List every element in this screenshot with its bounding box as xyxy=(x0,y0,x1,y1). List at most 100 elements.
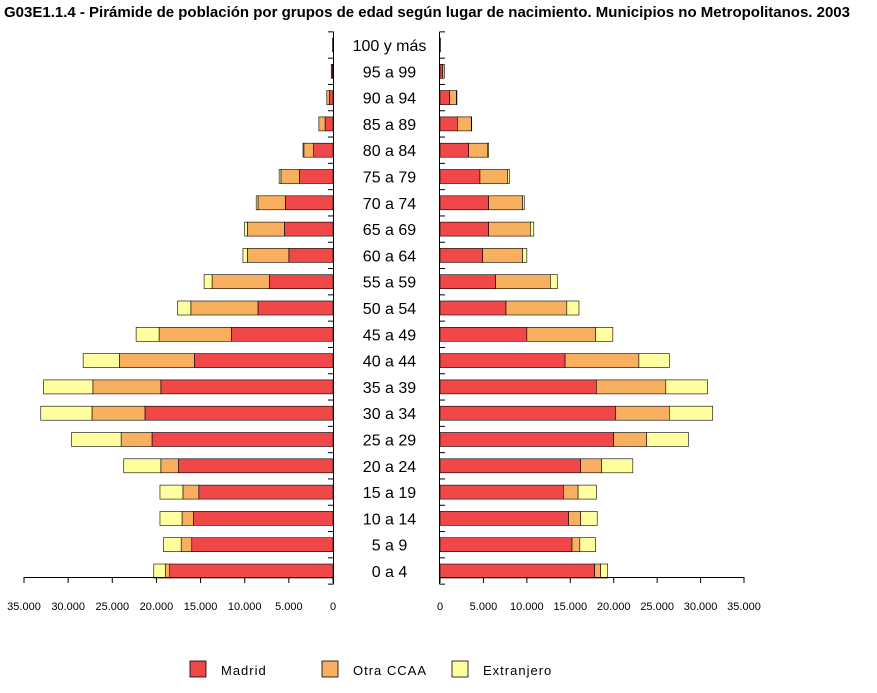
bar-right-otra-ccaa-85-a-89 xyxy=(457,116,472,132)
bar-right-madrid-15-a-19 xyxy=(439,484,564,500)
bar-right-otra-ccaa-30-a-34 xyxy=(615,405,670,421)
bar-left-extranjero-40-a-44 xyxy=(82,353,120,368)
bar-right-otra-ccaa-90-a-94 xyxy=(449,90,457,105)
bar-left-otra-ccaa-75-a-79 xyxy=(280,169,300,184)
bar-right-madrid-55-a-59 xyxy=(439,274,496,290)
left-x-tick-label: 25.000 xyxy=(95,601,129,613)
bar-right-extranjero-0-a-4 xyxy=(600,563,608,579)
bar-right-extranjero-60-a-64 xyxy=(522,248,528,263)
bar-left-extranjero-65-a-69 xyxy=(244,221,248,237)
bar-right-otra-ccaa-75-a-79 xyxy=(479,169,509,184)
bar-left-extranjero-45-a-49 xyxy=(135,326,160,342)
right-x-tick-label: 20.000 xyxy=(597,601,631,613)
bar-right-extranjero-55-a-59 xyxy=(550,274,558,290)
bar-right-extranjero-40-a-44 xyxy=(638,353,670,368)
bar-right-madrid-65-a-69 xyxy=(439,221,489,237)
bar-right-madrid-35-a-39 xyxy=(439,379,597,395)
bar-right-otra-ccaa-65-a-69 xyxy=(488,221,531,237)
bar-right-otra-ccaa-55-a-59 xyxy=(495,274,551,290)
bar-left-otra-ccaa-60-a-64 xyxy=(247,248,290,263)
bar-right-madrid-40-a-44 xyxy=(439,353,566,368)
left-x-tick-label: 15.000 xyxy=(184,601,218,613)
age-group-label: 10 a 14 xyxy=(363,511,416,528)
legend: Madrid Otra CCAA Extranjero xyxy=(189,660,551,678)
left-x-tick-label: 20.000 xyxy=(140,601,174,613)
bar-right-madrid-95-a-99 xyxy=(439,64,443,79)
legend-label-otra-ccaa: Otra CCAA xyxy=(353,663,427,678)
bar-right-madrid-5-a-9 xyxy=(439,537,573,553)
right-x-tick-label: 10.000 xyxy=(510,601,544,613)
bar-left-otra-ccaa-55-a-59 xyxy=(211,274,270,290)
bar-left-otra-ccaa-65-a-69 xyxy=(247,221,285,237)
bar-right-madrid-75-a-79 xyxy=(439,169,481,184)
bar-left-madrid-60-a-64 xyxy=(288,248,334,263)
age-group-label: 80 a 84 xyxy=(363,143,416,160)
axes: 35.000 30.000 25.000 20.000 15.000 10.000 5.00… xyxy=(7,31,761,613)
bar-left-madrid-45-a-49 xyxy=(231,326,334,342)
bar-left-extranjero-70-a-74 xyxy=(255,195,259,211)
bar-left-otra-ccaa-45-a-49 xyxy=(158,326,232,342)
bar-right-otra-ccaa-50-a-54 xyxy=(505,300,568,316)
right-x-tick-label: 30.000 xyxy=(684,601,718,613)
bar-left-extranjero-35-a-39 xyxy=(43,379,94,395)
bar-left-extranjero-80-a-84 xyxy=(302,142,305,158)
bar-left-otra-ccaa-20-a-24 xyxy=(160,458,179,474)
bar-right-otra-ccaa-35-a-39 xyxy=(596,379,667,395)
bar-right-extranjero-80-a-84 xyxy=(487,142,489,158)
bar-right-madrid-20-a-24 xyxy=(439,458,582,474)
bar-left-extranjero-10-a-14 xyxy=(159,511,183,526)
age-group-label: 65 a 69 xyxy=(363,222,416,239)
bar-left-otra-ccaa-15-a-19 xyxy=(182,484,200,500)
bar-right-extranjero-15-a-19 xyxy=(577,484,597,500)
bar-right-otra-ccaa-5-a-9 xyxy=(571,537,581,553)
bar-left-madrid-5-a-9 xyxy=(191,537,334,553)
bar-left-extranjero-30-a-34 xyxy=(40,405,93,421)
bar-right-otra-ccaa-70-a-74 xyxy=(488,195,523,211)
bar-right-otra-ccaa-0-a-4 xyxy=(594,563,601,579)
bar-right-madrid-45-a-49 xyxy=(439,326,528,342)
bar-left-madrid-90-a-94 xyxy=(329,90,334,105)
right-x-tick-label: 5.000 xyxy=(470,601,498,613)
right-x-tick-label: 25.000 xyxy=(640,601,674,613)
bar-right-madrid-80-a-84 xyxy=(439,142,469,158)
age-group-label: 30 a 34 xyxy=(363,406,416,423)
age-group-label: 25 a 29 xyxy=(363,433,416,450)
age-group-label: 60 a 64 xyxy=(363,248,416,265)
bar-left-madrid-85-a-89 xyxy=(324,116,334,132)
bar-left-otra-ccaa-25-a-29 xyxy=(120,432,153,447)
bar-right-otra-ccaa-25-a-29 xyxy=(613,432,648,447)
bar-left-madrid-25-a-29 xyxy=(151,432,334,447)
age-group-label: 70 a 74 xyxy=(363,196,416,213)
bar-right-madrid-10-a-14 xyxy=(439,511,569,526)
age-group-label: 0 a 4 xyxy=(372,564,408,581)
bar-right-otra-ccaa-10-a-14 xyxy=(568,511,582,526)
bar-right-otra-ccaa-20-a-24 xyxy=(580,458,602,474)
age-group-label: 75 a 79 xyxy=(363,170,416,187)
age-group-label: 5 a 9 xyxy=(372,538,408,555)
age-group-label: 55 a 59 xyxy=(363,275,416,292)
bar-left-extranjero-0-a-4 xyxy=(153,563,166,579)
bar-left-madrid-15-a-19 xyxy=(198,484,334,500)
bar-left-extranjero-75-a-79 xyxy=(278,169,282,184)
bar-left-otra-ccaa-10-a-14 xyxy=(181,511,194,526)
bar-right-madrid-50-a-54 xyxy=(439,300,507,316)
left-x-tick-label: 10.000 xyxy=(228,601,262,613)
age-group-labels: 0 a 4 5 a 9 10 a 14 15 a 19 20 a 24 25 a 29 30… xyxy=(353,38,427,581)
bar-left-madrid-30-a-34 xyxy=(144,405,334,421)
bar-left-madrid-75-a-79 xyxy=(299,169,334,184)
bar-right-madrid-0-a-4 xyxy=(439,563,595,579)
right-x-tick-label: 0 xyxy=(437,601,443,613)
left-x-tick-label: 5.000 xyxy=(275,601,303,613)
legend-label-madrid: Madrid xyxy=(221,663,267,678)
right-x-tick-label: 35.000 xyxy=(727,601,761,613)
bar-right-extranjero-20-a-24 xyxy=(601,458,634,474)
bar-left-extranjero-5-a-9 xyxy=(163,537,182,553)
bar-right-extranjero-50-a-54 xyxy=(566,300,580,316)
bar-right-otra-ccaa-95-a-99 xyxy=(442,64,445,79)
bar-right-otra-ccaa-40-a-44 xyxy=(564,353,640,368)
age-group-label: 15 a 19 xyxy=(363,485,416,502)
bar-right-madrid-85-a-89 xyxy=(439,116,458,132)
bar-right-extranjero-10-a-14 xyxy=(580,511,598,526)
bar-left-madrid-70-a-74 xyxy=(285,195,334,211)
age-group-label: 85 a 89 xyxy=(363,117,416,134)
